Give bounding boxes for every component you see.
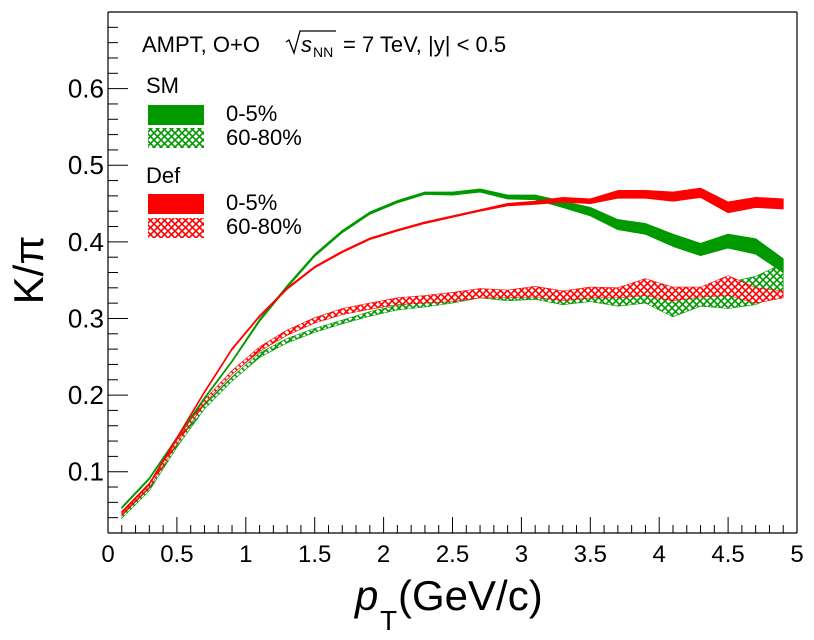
legend-label-sm-60-80: 60-80% bbox=[226, 125, 302, 150]
x-tick-label: 4 bbox=[653, 541, 666, 568]
tick-labels: 0 0.5 1 1.5 2 2.5 3 3.5 4 4.5 5 0.1 0.2 0.3 0.4 0.5 0.6 bbox=[68, 74, 804, 568]
data-bands bbox=[121, 187, 784, 519]
y-tick-label: 0.2 bbox=[68, 380, 104, 410]
band-def-60-80 bbox=[121, 275, 784, 516]
band-def-0-5 bbox=[121, 187, 784, 514]
legend-swatch-def-0-5 bbox=[148, 194, 204, 214]
x-axis-label-p: p bbox=[353, 572, 378, 619]
legend-swatch-sm-60-80 bbox=[148, 128, 204, 148]
x-axis-label-subscript: T bbox=[380, 605, 397, 636]
sqrt-symbol bbox=[285, 30, 336, 56]
legend: SM 0-5% 60-80% Def 0-5% 60-80% bbox=[146, 73, 302, 239]
band-sm-0-5 bbox=[121, 188, 784, 509]
x-tick-label: 3 bbox=[515, 541, 528, 568]
x-tick-label: 1.5 bbox=[298, 541, 331, 568]
legend-label-def-0-5: 0-5% bbox=[226, 190, 277, 215]
y-tick-label: 0.3 bbox=[68, 303, 104, 333]
x-tick-label: 2 bbox=[377, 541, 390, 568]
legend-group-sm: SM bbox=[146, 73, 179, 98]
legend-swatch-sm-0-5 bbox=[148, 105, 204, 125]
y-tick-label: 0.1 bbox=[68, 457, 104, 487]
legend-label-def-60-80: 60-80% bbox=[226, 214, 302, 239]
x-tick-label: 4.5 bbox=[711, 541, 744, 568]
x-tick-label: 1 bbox=[239, 541, 252, 568]
x-tick-label: 3.5 bbox=[574, 541, 607, 568]
y-tick-label: 0.5 bbox=[68, 150, 104, 180]
title-energy-symbol: s bbox=[301, 32, 312, 57]
x-tick-label: 2.5 bbox=[436, 541, 469, 568]
y-tick-label: 0.6 bbox=[68, 74, 104, 104]
legend-label-sm-0-5: 0-5% bbox=[226, 101, 277, 126]
title-energy-subscript: NN bbox=[313, 44, 333, 60]
x-tick-label: 5 bbox=[790, 541, 803, 568]
y-axis-label: K/π bbox=[5, 236, 52, 305]
legend-group-def: Def bbox=[146, 163, 181, 188]
x-axis-label: p T (GeV/c) bbox=[353, 572, 543, 636]
axes bbox=[107, 11, 798, 534]
y-tick-label: 0.4 bbox=[68, 227, 104, 257]
chart-title: AMPT, O+O bbox=[142, 32, 260, 57]
x-axis-label-unit: (GeV/c) bbox=[398, 572, 543, 619]
title-suffix: = 7 TeV, |y| < 0.5 bbox=[343, 32, 506, 57]
x-tick-label: 0 bbox=[101, 541, 114, 568]
legend-swatch-def-60-80 bbox=[148, 218, 204, 238]
x-tick-label: 0.5 bbox=[160, 541, 193, 568]
